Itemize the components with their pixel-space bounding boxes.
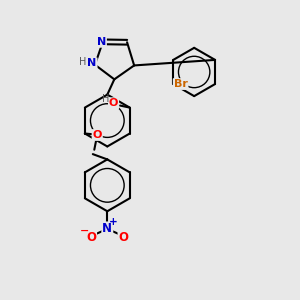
Text: O: O: [118, 231, 128, 244]
Text: O: O: [109, 98, 118, 108]
Text: +: +: [109, 218, 118, 227]
Text: H: H: [79, 57, 86, 67]
Text: N: N: [102, 222, 112, 236]
Text: N: N: [87, 58, 97, 68]
Text: −: −: [80, 226, 89, 236]
Text: Br: Br: [174, 79, 188, 89]
Text: O: O: [86, 231, 96, 244]
Text: H: H: [102, 94, 109, 104]
Text: O: O: [92, 130, 102, 140]
Text: N: N: [97, 37, 106, 47]
